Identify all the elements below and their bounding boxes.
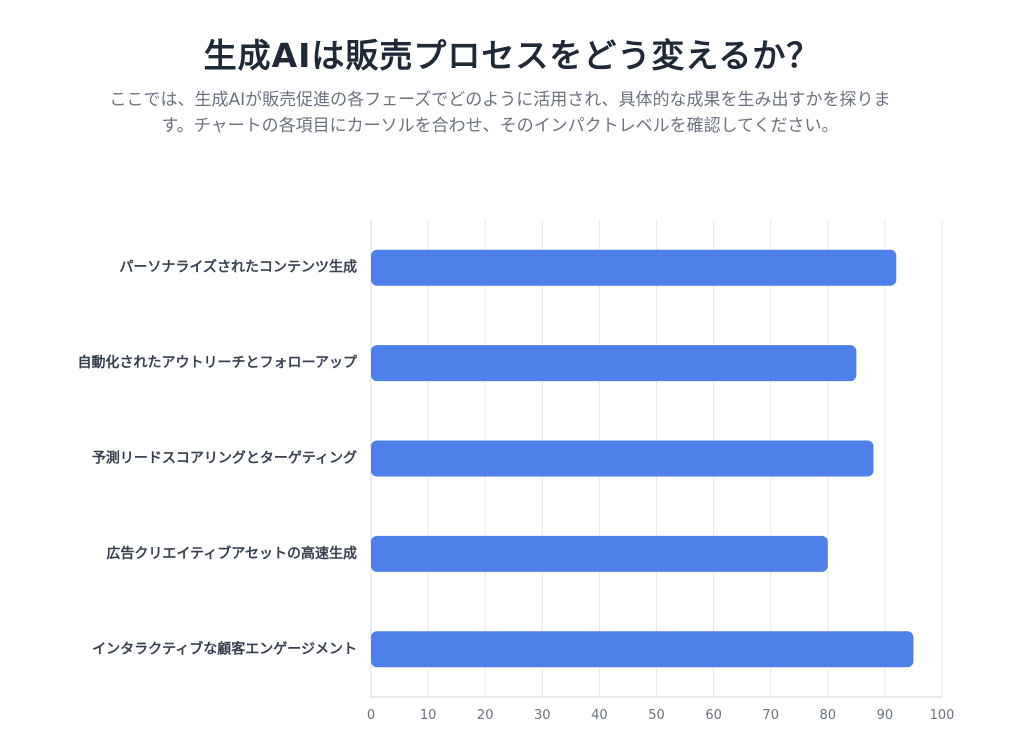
x-tick-label: 100 (930, 708, 955, 723)
chart-x-axis: 0 10 20 30 40 50 60 70 80 90 100 (367, 708, 955, 723)
x-tick-label: 0 (367, 708, 375, 723)
bar[interactable] (371, 249, 897, 286)
x-tick-label: 90 (877, 708, 894, 723)
chart-category-labels: パーソナライズされたコンテンツ生成自動化されたアウトリーチとフォローアップ予測リ… (78, 259, 358, 658)
category-label: 広告クリエイティブアセットの高速生成 (106, 545, 357, 562)
bar[interactable] (371, 631, 914, 668)
x-tick-label: 50 (648, 708, 665, 723)
chart-bars[interactable] (371, 249, 914, 668)
x-tick-label: 20 (477, 708, 494, 723)
page-subtitle: ここでは、生成AIが販売促進の各フェーズでどのように活用され、具体的な成果を生み… (109, 90, 891, 136)
bar[interactable] (371, 440, 874, 477)
x-tick-label: 60 (705, 708, 722, 723)
x-tick-label: 30 (534, 708, 551, 723)
x-tick-label: 70 (762, 708, 779, 723)
category-label: 自動化されたアウトリーチとフォローアップ (78, 354, 358, 371)
x-tick-label: 10 (420, 708, 437, 723)
bar[interactable] (371, 345, 857, 382)
x-tick-label: 80 (820, 708, 837, 723)
category-label: 予測リードスコアリングとターゲティング (92, 450, 357, 467)
bar[interactable] (371, 535, 828, 572)
category-label: パーソナライズされたコンテンツ生成 (119, 259, 357, 276)
x-tick-label: 40 (591, 708, 608, 723)
category-label: インタラクティブな顧客エンゲージメント (92, 640, 357, 657)
page-title: 生成AIは販売プロセスをどう変えるか？ (203, 36, 821, 76)
